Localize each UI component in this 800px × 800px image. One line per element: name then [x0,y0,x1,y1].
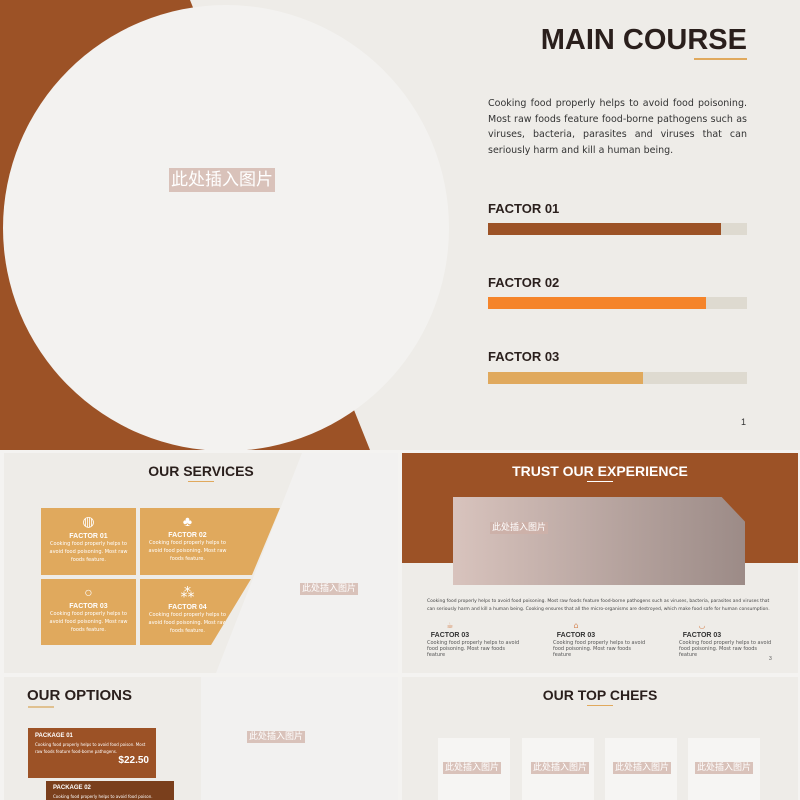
title-underline [694,58,747,60]
chef-card[interactable]: 此处插入图片 [522,738,594,800]
service-card[interactable]: ◍ FACTOR 01 Cooking food properly helps to… [41,508,136,575]
title-underline [587,481,613,482]
title-underline [587,705,613,706]
pineapple-icon: ♣ [182,513,193,529]
card-title: FACTOR 02 [168,532,207,539]
image-placeholder[interactable]: 此处插入图片 [443,762,502,774]
card-text: Cooking food properly helps to avoid foo… [49,541,128,563]
feature-item: ⌂ FACTOR 03 Cooking food properly helps to… [553,621,646,658]
chef-card[interactable]: 此处插入图片 [688,738,760,800]
factor-03-bar [488,372,747,384]
card-title: FACTOR 01 [69,533,108,540]
service-card[interactable]: ♣ FACTOR 02 Cooking food properly helps to… [140,508,280,575]
cup-icon: ☕ [446,621,454,630]
pizza-icon: ◍ [82,513,95,529]
factor-01-bar [488,223,747,235]
factor-02-bar [488,297,747,309]
card-text: Cooking food properly helps to avoid foo… [49,611,128,633]
package-title: PACKAGE 02 [53,785,91,791]
slide-services[interactable]: OUR SERVICES ◍ FACTOR 01 Cooking food prop… [4,453,398,673]
bowl-icon: ◡ [698,621,706,630]
package-text: Cooking food properly helps to avoid foo… [53,794,153,799]
feature-item: ◡ FACTOR 03 Cooking food properly helps to… [679,621,772,658]
chef-card[interactable]: 此处插入图片 [438,738,510,800]
brown-shape [0,0,370,450]
title-underline [28,706,54,708]
image-placeholder[interactable]: 此处插入图片 [300,583,359,595]
package-card[interactable]: PACKAGE 01 Cooking food properly helps to… [28,728,156,778]
image-placeholder[interactable]: 此处插入图片 [531,762,590,774]
card-text: Cooking food properly helps to avoid foo… [148,612,227,634]
grapes-icon: ⁂ [180,584,195,600]
section-title: OUR SERVICES [148,463,254,479]
slide-options[interactable]: OUR OPTIONS PACKAGE 01 Cooking food prope… [4,677,398,800]
page-title: MAIN COURSE [540,24,747,56]
feature-item: ☕ FACTOR 03 Cooking food properly helps to… [427,621,520,658]
card-title: FACTOR 04 [168,604,207,611]
title-underline [188,481,214,482]
section-title: TRUST OUR EXPERIENCE [512,463,688,479]
image-frame[interactable] [453,497,745,585]
image-placeholder[interactable]: 此处插入图片 [490,522,549,534]
factor-label: FACTOR 03 [488,349,560,364]
card-title: FACTOR 03 [69,603,108,610]
image-placeholder[interactable]: 此处插入图片 [613,762,672,774]
chef-card[interactable]: 此处插入图片 [605,738,677,800]
image-placeholder[interactable]: 此处插入图片 [247,731,306,743]
page-number: 3 [769,656,772,662]
image-placeholder[interactable]: 此处插入图片 [169,168,275,192]
body-text: Cooking food properly helps to avoid foo… [427,599,770,612]
apple-icon: ○ [84,584,93,600]
section-title: OUR OPTIONS [27,687,133,704]
package-card[interactable]: PACKAGE 02 Cooking food properly helps to… [46,781,174,800]
section-title: OUR TOP CHEFS [542,687,658,703]
teapot-icon: ⌂ [573,621,579,630]
package-text: Cooking food properly helps to avoid foo… [35,742,146,754]
card-text: Cooking food properly helps to avoid foo… [148,540,227,562]
factor-label: FACTOR 02 [488,275,560,290]
slide-experience[interactable]: TRUST OUR EXPERIENCE 此处插入图片 Cooking food… [402,453,798,673]
factor-label: FACTOR 01 [488,201,560,216]
image-area [216,453,398,673]
package-price: $22.50 [118,755,149,766]
image-placeholder[interactable]: 此处插入图片 [695,762,754,774]
page-number: 1 [741,417,747,427]
body-text: Cooking food properly helps to avoid foo… [488,98,747,156]
package-title: PACKAGE 01 [35,733,73,739]
service-card[interactable]: ○ FACTOR 03 Cooking food properly helps to… [41,579,136,645]
slide-main-course[interactable]: 此处插入图片 MAIN COURSE Cooking food properly… [0,0,800,450]
